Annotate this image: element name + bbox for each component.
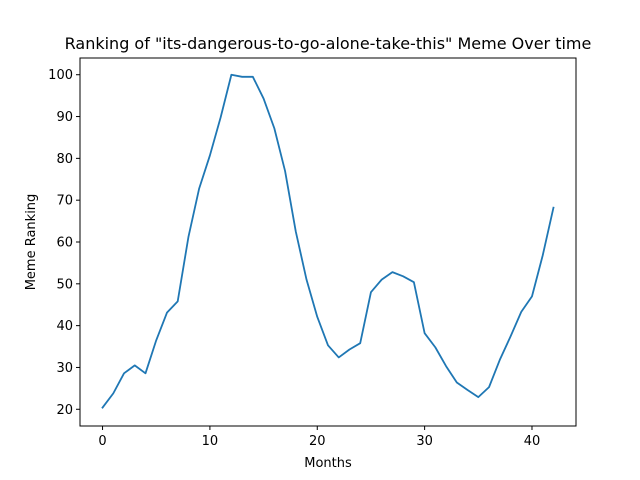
x-tick-label: 0	[98, 434, 106, 449]
y-axis-label: Meme Ranking	[24, 194, 39, 291]
x-tick-label: 10	[202, 434, 219, 449]
x-axis-label: Months	[304, 456, 352, 471]
x-tick-label: 40	[524, 434, 541, 449]
x-tick-label: 30	[416, 434, 433, 449]
chart-title: Ranking of "its-dangerous-to-go-alone-ta…	[65, 34, 592, 53]
y-tick-label: 30	[56, 361, 73, 376]
y-tick-label: 40	[56, 319, 73, 334]
x-axis: 0 10 20 30 40	[98, 426, 540, 449]
y-tick-label: 100	[48, 68, 73, 83]
y-tick-label: 50	[56, 277, 73, 292]
x-tick-label: 20	[309, 434, 326, 449]
y-tick-label: 60	[56, 236, 73, 251]
plot-frame	[79, 57, 577, 427]
y-tick-label: 70	[56, 194, 73, 209]
y-axis: 20 30 40 50 60 70 80 90 100	[48, 68, 80, 418]
y-tick-label: 90	[56, 110, 73, 125]
y-tick-label: 80	[56, 152, 73, 167]
y-tick-label: 20	[56, 403, 73, 418]
series-line	[101, 73, 555, 409]
plot-area	[101, 73, 555, 409]
